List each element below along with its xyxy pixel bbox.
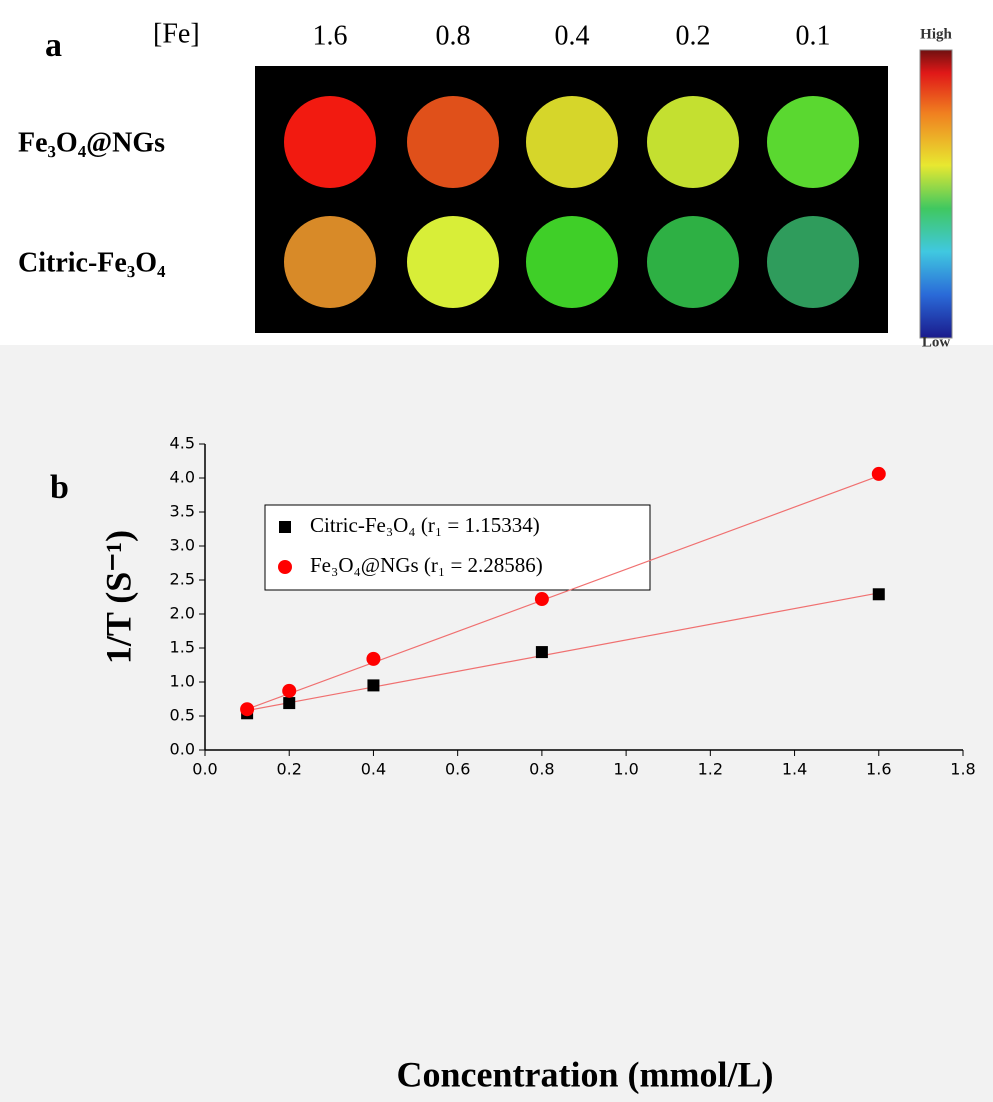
y-tick-label: 1.5 [170,638,195,657]
data-point [283,697,295,709]
y-tick-label: 2.0 [170,604,195,623]
concentration-label: 0.1 [796,20,831,51]
concentration-label: 0.2 [676,20,711,51]
concentration-label: 1.6 [313,20,348,51]
legend-marker [279,521,291,533]
row-label: Citric-Fe₃O₄ [18,247,166,278]
legend-label: Citric-Fe₃O₄ (r₁ = 1.15334) [310,513,540,537]
y-tick-label: 0.0 [170,740,195,759]
column-header: [Fe] [153,18,200,49]
y-tick-label: 4.5 [170,434,195,453]
phantom-well [407,216,499,308]
y-tick-label: 4.0 [170,468,195,487]
y-tick-label: 0.5 [170,706,195,725]
y-tick-label: 3.5 [170,502,195,521]
colorbar-high: High [920,26,952,42]
y-axis-title: 1/T (S⁻¹) [98,530,138,664]
x-tick-label: 0.0 [192,760,217,779]
phantom-well [284,216,376,308]
x-axis-title: Concentration (mmol/L) [397,1054,774,1094]
phantom-well [767,96,859,188]
phantom-well [284,96,376,188]
phantom-well [767,216,859,308]
concentration-label: 0.8 [436,20,471,51]
concentration-label: 0.4 [555,20,590,51]
phantom-well [407,96,499,188]
x-tick-label: 0.8 [529,760,554,779]
figure: High Low a [Fe] b Concentration (mmol/L)… [0,0,993,1102]
panel-b-background [0,345,993,1102]
data-point [240,702,254,716]
x-tick-label: 1.8 [950,760,975,779]
panel-label: b [50,469,69,506]
x-tick-label: 1.2 [698,760,723,779]
x-tick-label: 0.2 [276,760,301,779]
colorbar-low: Low [922,334,951,350]
row-label: Fe₃O₄@NGs [18,127,165,158]
y-tick-label: 3.0 [170,536,195,555]
data-point [536,646,548,658]
x-tick-label: 0.6 [445,760,470,779]
phantom-well [647,96,739,188]
x-tick-label: 1.0 [613,760,638,779]
x-tick-label: 1.4 [782,760,807,779]
y-tick-label: 2.5 [170,570,195,589]
data-point [872,467,886,481]
x-tick-label: 0.4 [361,760,386,779]
phantom-well [526,216,618,308]
colorbar [920,50,952,338]
data-point [873,588,885,600]
x-tick-label: 1.6 [866,760,891,779]
data-point [366,652,380,666]
phantom-well [647,216,739,308]
data-point [535,592,549,606]
y-tick-label: 1.0 [170,672,195,691]
data-point [282,684,296,698]
panel-label: a [45,27,62,64]
phantom-well [526,96,618,188]
legend-label: Fe₃O₄@NGs (r₁ = 2.28586) [310,553,543,577]
data-point [367,679,379,691]
legend-marker [278,560,292,574]
